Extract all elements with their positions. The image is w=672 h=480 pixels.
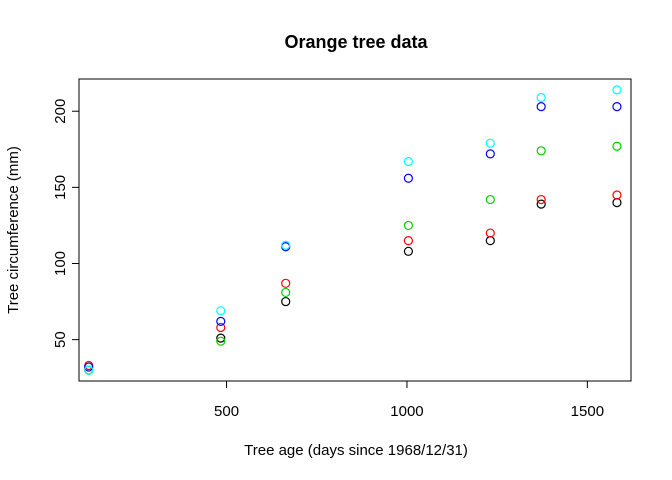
data-point (612, 197, 622, 208)
data-point (403, 220, 414, 231)
data-point (403, 236, 414, 246)
data-point (403, 156, 414, 167)
series-2 (84, 190, 622, 371)
series-3 (84, 141, 622, 375)
data-point (485, 138, 495, 148)
series-4 (84, 102, 622, 372)
x-tick-label: 1500 (571, 403, 604, 420)
data-point (485, 228, 495, 238)
y-tick-label: 200 (52, 99, 69, 124)
data-point (536, 102, 546, 112)
data-point (612, 141, 622, 151)
data-point (403, 173, 414, 183)
data-point (612, 102, 622, 112)
data-point (403, 246, 414, 256)
series-5 (84, 85, 622, 375)
data-point (612, 85, 622, 95)
data-point (536, 146, 546, 156)
y-tick-label: 150 (52, 175, 69, 200)
data-point (612, 190, 622, 200)
data-point (536, 92, 546, 103)
plot-frame (78, 78, 632, 382)
data-point (536, 199, 546, 209)
data-point (485, 236, 495, 246)
data-point (84, 365, 94, 375)
y-tick-label: 50 (52, 331, 69, 348)
x-tick-label: 1000 (390, 403, 423, 420)
data-point (281, 278, 291, 288)
y-tick-label: 100 (52, 251, 69, 276)
data-point (216, 322, 226, 333)
data-point (485, 149, 495, 159)
data-point (485, 194, 495, 205)
x-axis: 500 1000 1500 (214, 380, 604, 420)
data-point (281, 240, 291, 250)
data-point (216, 316, 226, 326)
data-point (536, 194, 546, 205)
data-points (84, 85, 622, 375)
y-axis: 50 100 150 200 (52, 99, 80, 348)
data-point (216, 336, 226, 346)
data-point (281, 296, 291, 307)
data-point (216, 306, 226, 316)
y-axis-label: Tree circumference (mm) (5, 146, 22, 314)
x-tick-label: 500 (214, 403, 239, 420)
series-1 (84, 197, 622, 375)
data-point (281, 287, 291, 298)
x-axis-label: Tree age (days since 1968/12/31) (244, 442, 468, 459)
chart-title: Orange tree data (284, 32, 428, 52)
data-point (216, 333, 226, 343)
data-point (84, 362, 94, 372)
